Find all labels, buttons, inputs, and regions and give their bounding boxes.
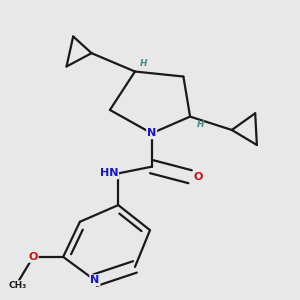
Text: O: O — [28, 252, 38, 262]
Text: H: H — [140, 59, 147, 68]
Text: H: H — [196, 121, 204, 130]
Text: N: N — [147, 128, 156, 138]
Text: CH₃: CH₃ — [9, 281, 27, 290]
Text: N: N — [90, 275, 100, 285]
Text: HN: HN — [100, 168, 118, 178]
Text: O: O — [194, 172, 203, 182]
